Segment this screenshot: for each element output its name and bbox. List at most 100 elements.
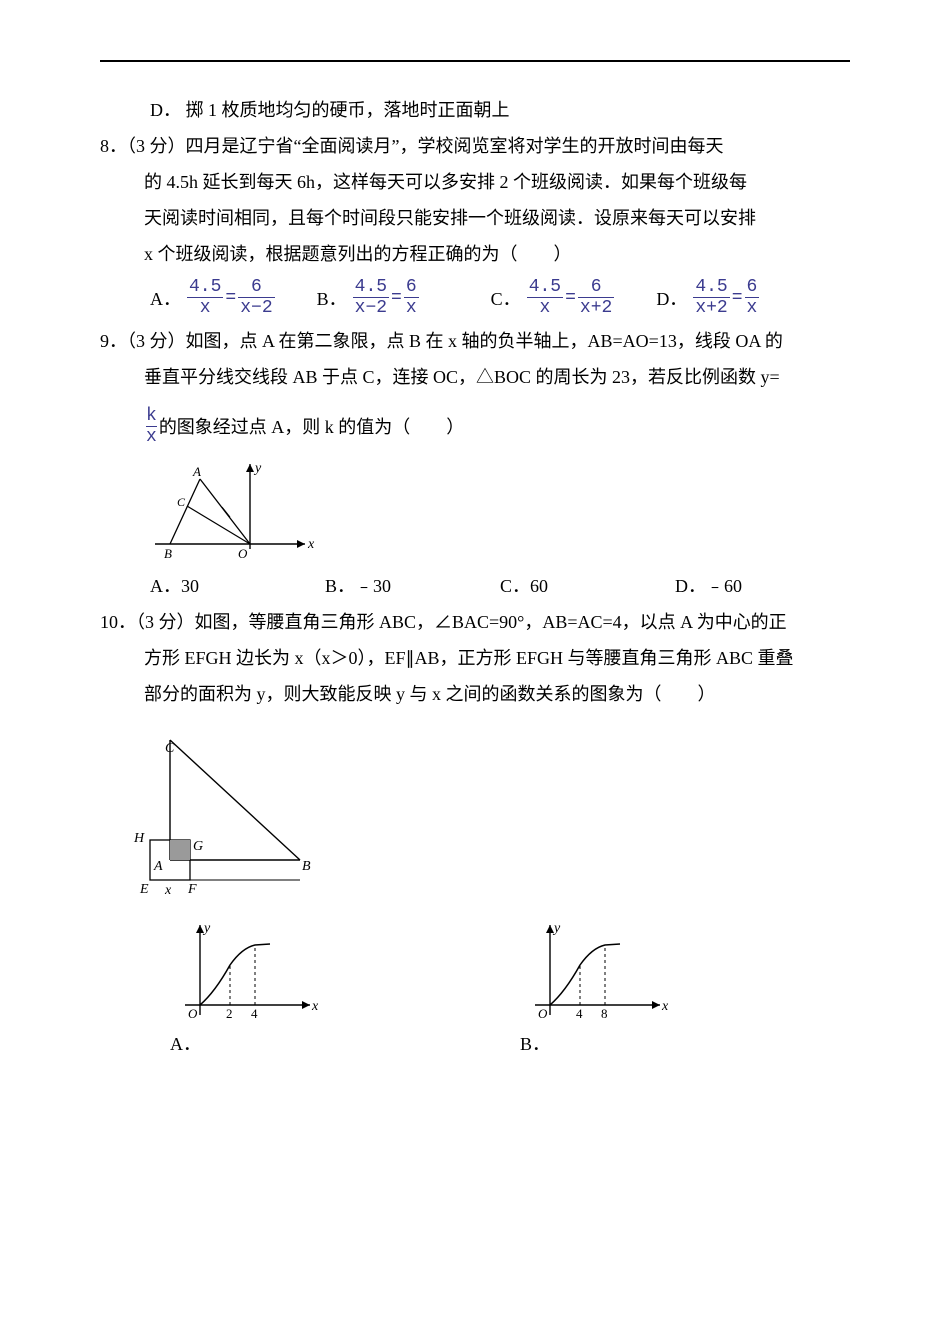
axis-label-x: x [661,999,669,1014]
q9-option-d: D．﹣60 [675,572,850,598]
origin-label: O [188,1006,198,1021]
frac-den: x [404,299,419,317]
equation: 4.5x = 6x−2 [187,278,275,317]
q10-figure: C H G A B E F x [100,720,850,900]
point-label-c: C [177,495,186,509]
option-text: 掷 1 枚质地均匀的硬币，落地时正面朝上 [186,100,510,120]
q9-figure: y x A B C O [100,454,850,564]
option-text: B．﹣30 [325,576,391,596]
equals-sign: = [565,288,576,308]
point-label-b: B [302,859,311,874]
point-label-e: E [139,882,149,897]
equals-sign: = [732,288,743,308]
q8-options: A． 4.5 x = 6 x−2 B． 4.5 x−2 = 6 x C． 4.5 x = … [100,278,850,317]
question-number: 8．（3 分） [100,136,186,156]
q10-line3: 部分的面积为 y，则大致能反映 y 与 x 之间的函数关系的图象为（ ） [100,676,850,712]
option-label: B． [510,1030,810,1056]
point-label-f: F [187,882,197,897]
frac-num: 4.5 [527,278,563,296]
question-text: x 个班级阅读，根据题意列出的方程正确的为（ ） [144,244,572,264]
top-horizontal-rule [100,60,850,62]
tick-2: 2 [226,1006,233,1021]
q8-option-b: B． 4.5 x−2 = 6 x [317,278,419,317]
q9-options: A．30 B．﹣30 C．60 D．﹣60 [100,572,850,598]
frac-num: 4.5 [353,278,389,296]
tick-4: 4 [251,1006,258,1021]
question-text: 部分的面积为 y，则大致能反映 y 与 x 之间的函数关系的图象为（ ） [144,684,716,704]
point-label-h: H [133,831,145,846]
q10-graph-a: y x O 2 4 A． [160,910,460,1056]
axis-label-x: x [311,999,319,1014]
frac-den: x+2 [578,299,614,317]
axis-label-y: y [552,921,561,936]
option-text: A．30 [150,576,199,596]
triangle-square-diagram: C H G A B E F x [110,720,340,900]
q8-line2: 的 4.5h 延长到每天 6h，这样每天可以多安排 2 个班级阅读．如果每个班级… [100,164,850,200]
q10-graph-b: y x O 4 8 B． [510,910,810,1056]
frac-num: 6 [745,278,760,296]
point-label-b: B [164,546,172,561]
question-text: 垂直平分线交线段 AB 于点 C，连接 OC，△BOC 的周长为 23，若反比例… [144,367,780,387]
dimension-x: x [164,883,172,898]
frac-num: 6 [404,278,419,296]
question-number: 10．（3 分） [100,612,195,632]
question-text: 天阅读时间相同，且每个时间段只能安排一个班级阅读．设原来每天可以安排 [144,208,756,228]
question-text: 四月是辽宁省“全面阅读月”，学校阅览室将对学生的开放时间由每天 [186,136,724,156]
point-label-a: A [153,859,163,874]
point-label-c: C [165,741,175,756]
q10-graph-row: y x O 2 4 A． y x O 4 8 [100,910,850,1056]
equals-sign: = [391,288,402,308]
q9-line1: 9．（3 分）如图，点 A 在第二象限，点 B 在 x 轴的负半轴上，AB=AO… [100,323,850,359]
option-text: C．60 [500,576,548,596]
option-label: A． [150,285,181,311]
question-text: 的 4.5h 延长到每天 6h，这样每天可以多安排 2 个班级阅读．如果每个班级… [144,172,747,192]
frac-den: x [537,299,552,317]
axis-label-y: y [202,921,211,936]
q9-option-b: B．﹣30 [325,572,500,598]
point-label-a: A [192,464,201,479]
point-label-g: G [193,839,203,854]
function-graph-a: y x O 2 4 [160,910,330,1030]
equals-sign: = [225,288,236,308]
equation: 4.5x+2 = 6x [693,278,759,317]
frac-den: x [146,428,157,446]
q10-line1: 10．（3 分）如图，等腰直角三角形 ABC，∠BAC=90°，AB=AC=4，… [100,604,850,640]
question-number: 9．（3 分） [100,331,186,351]
q10-line2: 方形 EFGH 边长为 x（x＞0），EF∥AB，正方形 EFGH 与等腰直角三… [100,640,850,676]
inline-fraction: k x [146,407,157,446]
q9-line2: 垂直平分线交线段 AB 于点 C，连接 OC，△BOC 的周长为 23，若反比例… [100,359,850,395]
q8-option-c: C． 4.5 x = 6 x+2 [491,278,615,317]
frac-den: x−2 [238,299,274,317]
option-label: A． [160,1030,460,1056]
q8-line1: 8．（3 分）四月是辽宁省“全面阅读月”，学校阅览室将对学生的开放时间由每天 [100,128,850,164]
origin-label: O [238,546,248,561]
q9-option-a: A．30 [150,572,325,598]
origin-label: O [538,1006,548,1021]
option-label: C． [491,285,521,311]
q8-option-d: D． 4.5x+2 = 6x [656,278,759,317]
equation: 4.5 x−2 = 6 x [353,278,419,317]
q8-line4: x 个班级阅读，根据题意列出的方程正确的为（ ） [100,236,850,272]
frac-den: x−2 [353,299,389,317]
q9-line3: k x 的图象经过点 A，则 k 的值为（ ） [100,407,850,446]
q8-option-a: A． 4.5x = 6x−2 [150,278,275,317]
question-text: 的图象经过点 A，则 k 的值为（ ） [159,409,465,445]
frac-num: 6 [589,278,604,296]
axis-label-x: x [307,537,315,552]
frac-num: 4.5 [187,278,223,296]
question-text: 方形 EFGH 边长为 x（x＞0），EF∥AB，正方形 EFGH 与等腰直角三… [144,648,794,668]
option-label: D． [150,100,181,120]
q9-option-c: C．60 [500,572,675,598]
tick-8: 8 [601,1006,608,1021]
frac-num: k [146,407,157,425]
option-label: B． [317,285,347,311]
frac-den: x [198,299,213,317]
frac-den: x [745,299,760,317]
tick-4: 4 [576,1006,583,1021]
coordinate-diagram: y x A B C O [150,454,320,564]
equation: 4.5 x = 6 x+2 [527,278,615,317]
option-label: D． [656,285,687,311]
frac-den: x+2 [693,299,729,317]
q7-option-d: D． 掷 1 枚质地均匀的硬币，落地时正面朝上 [100,92,850,128]
question-text: 如图，点 A 在第二象限，点 B 在 x 轴的负半轴上，AB=AO=13，线段 … [186,331,783,351]
